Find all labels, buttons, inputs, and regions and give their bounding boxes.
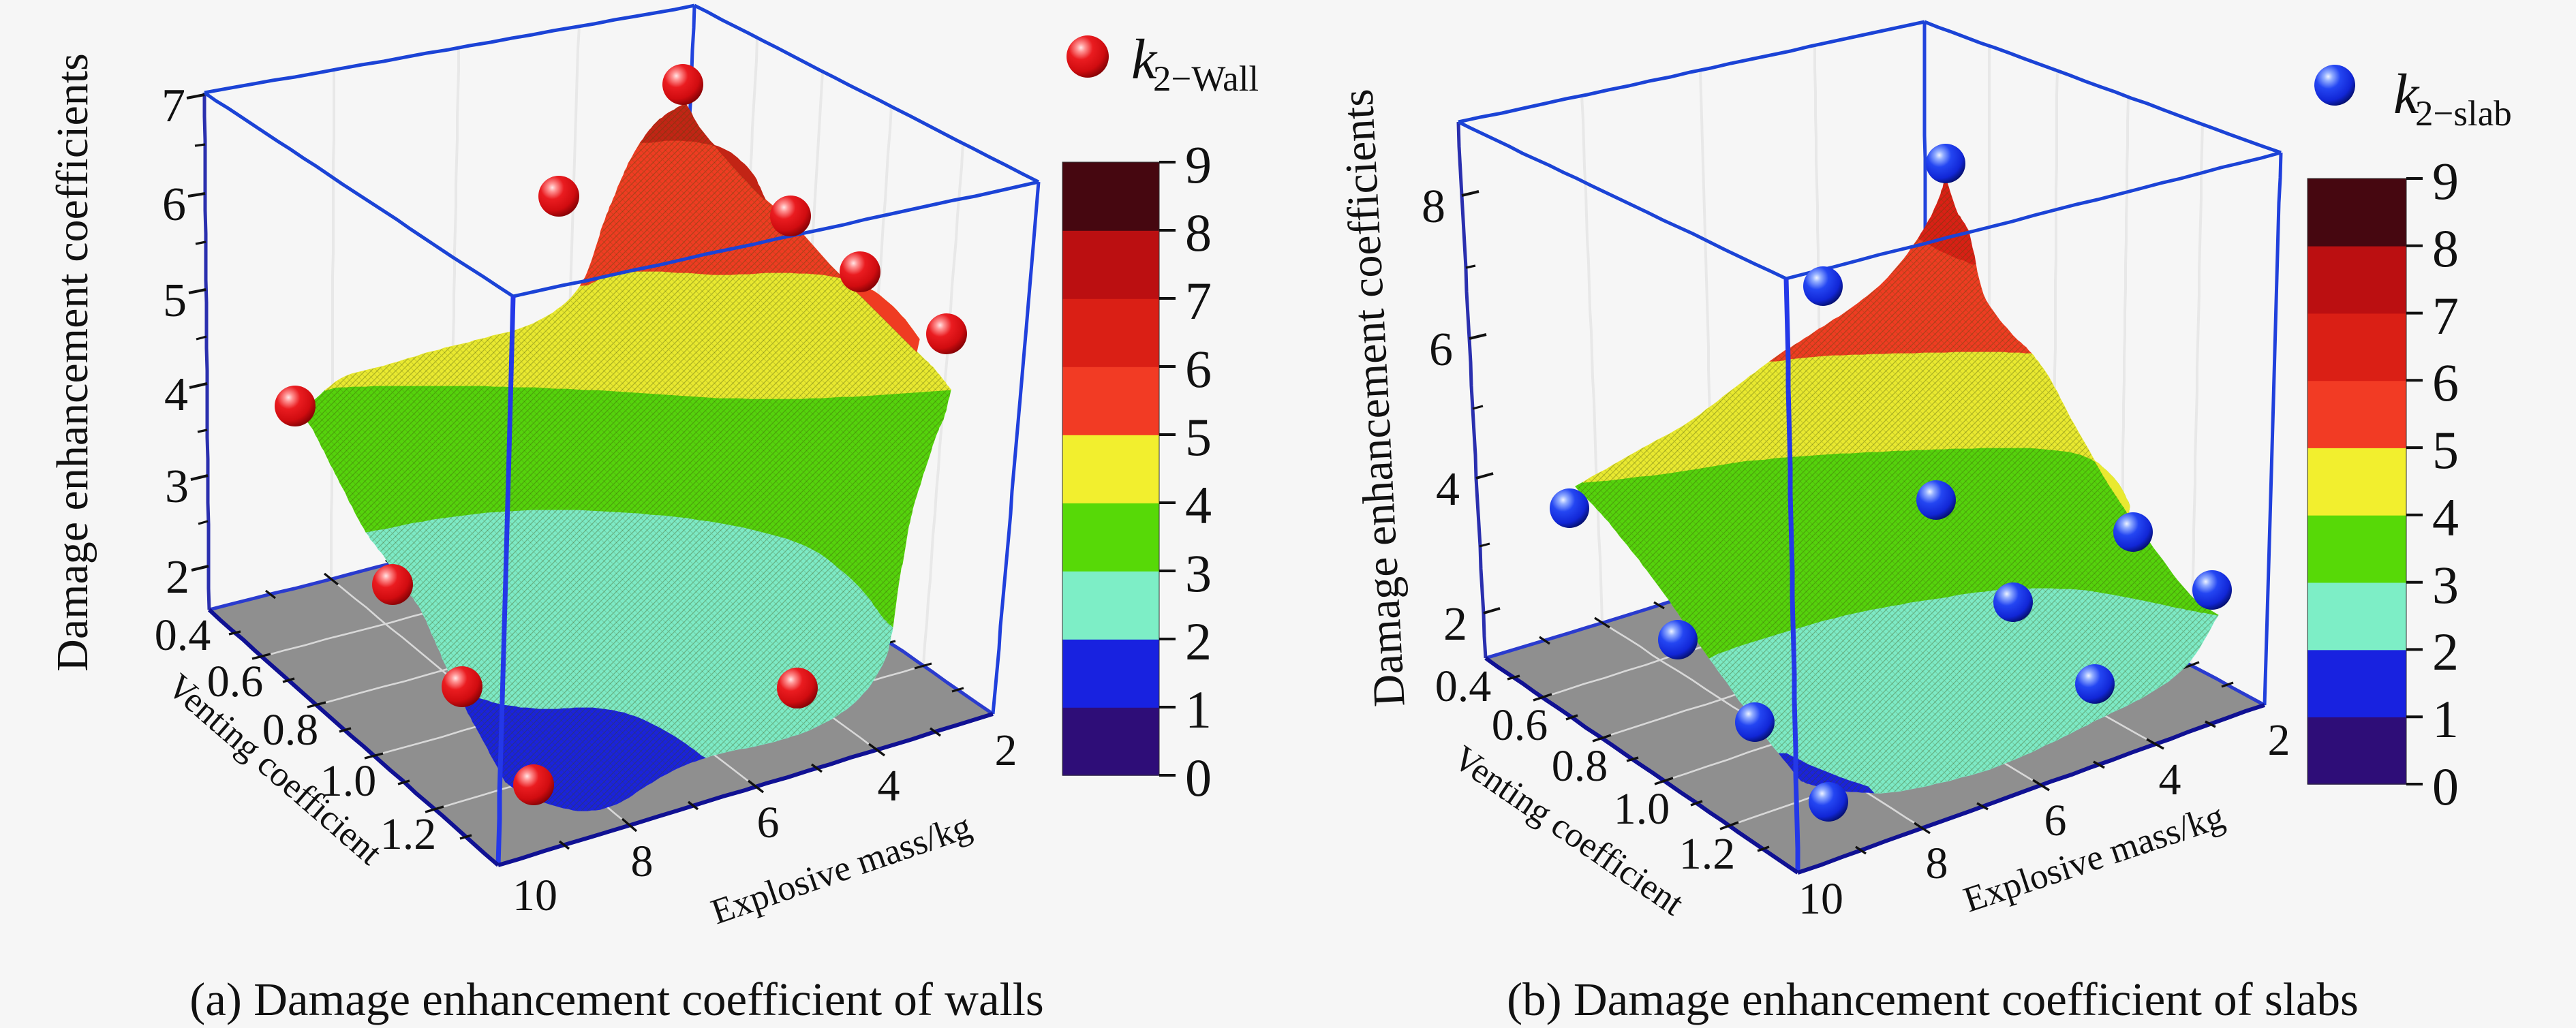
svg-text:8: 8 [1926,839,1948,888]
svg-text:1: 1 [2432,689,2459,749]
svg-text:2: 2 [166,551,189,604]
svg-text:2−Wall: 2−Wall [1153,59,1259,99]
svg-text:7: 7 [162,80,185,132]
svg-text:0.6: 0.6 [207,657,264,706]
svg-text:1.2: 1.2 [1679,829,1736,879]
svg-text:6: 6 [757,798,780,847]
svg-text:9: 9 [2432,151,2459,211]
svg-text:10: 10 [1798,874,1843,924]
svg-text:4: 4 [1436,463,1460,516]
svg-text:0.4: 0.4 [1435,661,1492,711]
svg-text:(b) Damage enhancement coeffic: (b) Damage enhancement coefficient of sl… [1507,974,2359,1025]
svg-text:k: k [2393,63,2420,126]
svg-text:5: 5 [163,275,187,327]
svg-text:2: 2 [1185,612,1212,671]
svg-text:6: 6 [2432,353,2459,412]
svg-text:5: 5 [1185,407,1212,467]
svg-text:6: 6 [1185,339,1212,399]
svg-text:4: 4 [2159,755,2181,805]
svg-text:4: 4 [2432,488,2459,547]
svg-text:8: 8 [1422,181,1445,233]
svg-text:3: 3 [1185,544,1212,603]
svg-text:0.4: 0.4 [155,610,211,660]
svg-text:0.6: 0.6 [1492,700,1548,750]
svg-text:8: 8 [1185,203,1212,262]
svg-text:k: k [1131,28,1158,91]
svg-text:2: 2 [2268,715,2290,765]
svg-text:1.0: 1.0 [1614,784,1670,834]
svg-text:6: 6 [1429,324,1453,376]
svg-text:2: 2 [2432,622,2459,681]
svg-text:1.0: 1.0 [320,756,377,806]
svg-text:2: 2 [1443,598,1467,651]
svg-text:Damage enhancement coefficient: Damage enhancement coefficients [48,53,97,672]
svg-text:4: 4 [1185,476,1212,535]
svg-text:7: 7 [2432,286,2459,345]
svg-text:5: 5 [2432,420,2459,480]
svg-text:9: 9 [1185,135,1212,194]
svg-text:1: 1 [1185,680,1212,739]
svg-text:2−slab: 2−slab [2415,94,2512,134]
svg-text:(a) Damage enhancement coeffic: (a) Damage enhancement coefficient of wa… [189,974,1044,1025]
svg-text:0.8: 0.8 [1552,741,1608,791]
svg-text:7: 7 [1185,271,1212,330]
svg-text:6: 6 [162,178,186,231]
svg-text:4: 4 [878,761,900,811]
svg-text:0.8: 0.8 [262,705,319,755]
svg-text:4: 4 [164,369,188,421]
svg-text:10: 10 [512,871,557,920]
svg-text:8: 8 [2432,219,2459,278]
svg-text:0: 0 [1185,748,1212,807]
svg-text:6: 6 [2044,796,2067,845]
svg-text:8: 8 [631,837,654,886]
svg-text:0: 0 [2432,757,2459,816]
svg-text:2: 2 [995,726,1017,775]
svg-text:1.2: 1.2 [380,809,437,859]
svg-text:3: 3 [2432,555,2459,614]
svg-text:3: 3 [165,461,189,513]
